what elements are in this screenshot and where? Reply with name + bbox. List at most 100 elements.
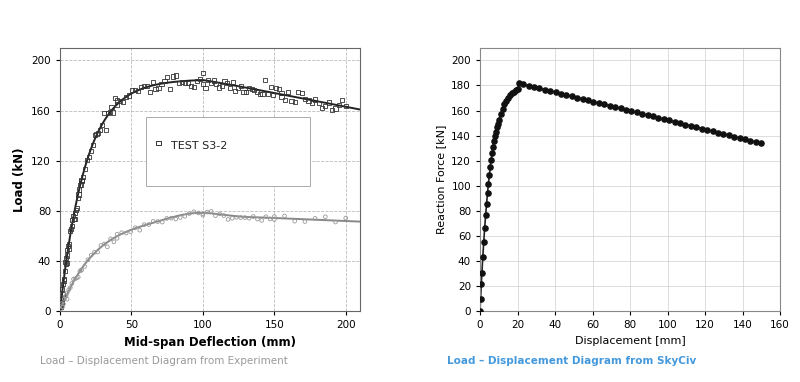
Point (185, 83, 198, 89)
Point (147, 218, 160, 224)
Point (55, 299, 68, 306)
Point (571, 95, 584, 101)
Point (614, 105, 627, 112)
Point (482, 181, 495, 187)
Point (187, 209, 200, 215)
Point (170, 73, 182, 79)
Point (140, 83, 153, 89)
Point (256, 91, 269, 97)
Point (114, 98, 126, 104)
Point (695, 125, 708, 131)
Point (161, 74, 174, 81)
Point (755, 140, 768, 146)
Point (288, 218, 301, 224)
Point (55, 296, 68, 302)
Point (221, 80, 234, 86)
Point (278, 213, 291, 219)
Point (134, 227, 146, 233)
Point (92, 129, 105, 136)
Point (131, 87, 144, 94)
Point (178, 80, 191, 86)
Point (234, 215, 247, 221)
Point (55, 300, 68, 306)
Point (210, 81, 223, 87)
Point (246, 86, 258, 92)
Point (255, 217, 268, 223)
Point (73, 186, 86, 193)
Point (222, 216, 234, 222)
Y-axis label: Load (kN): Load (kN) (13, 147, 26, 212)
Point (544, 88, 557, 94)
Point (74, 268, 86, 274)
Point (75, 267, 88, 273)
Point (197, 81, 210, 87)
Point (126, 87, 138, 93)
Point (138, 222, 150, 228)
Point (138, 83, 150, 89)
Point (490, 124, 503, 130)
Point (209, 212, 222, 219)
Point (295, 90, 308, 96)
Point (57, 281, 70, 287)
Point (711, 129, 724, 136)
Point (538, 87, 551, 93)
Text: Load – Displacement Diagram from SkyCiv: Load – Displacement Diagram from SkyCiv (447, 356, 697, 366)
Point (619, 107, 632, 113)
Point (190, 78, 203, 84)
Point (146, 79, 159, 85)
Point (58, 268, 71, 274)
Point (58, 259, 71, 265)
Point (205, 208, 218, 214)
Point (71, 195, 84, 201)
Point (706, 128, 719, 134)
Point (59, 293, 72, 299)
Point (247, 214, 260, 220)
Point (142, 222, 155, 228)
Point (207, 78, 220, 84)
Point (94, 243, 107, 249)
Point (62, 243, 74, 249)
Point (250, 89, 263, 95)
Point (282, 89, 294, 95)
Point (110, 97, 123, 104)
Point (60, 292, 73, 298)
Point (104, 236, 117, 242)
Point (194, 76, 206, 82)
Point (155, 81, 168, 87)
Point (587, 99, 600, 105)
Point (478, 239, 490, 245)
Point (701, 127, 714, 133)
Point (554, 91, 567, 97)
Point (74, 181, 87, 188)
Point (226, 79, 239, 85)
Point (75, 267, 88, 273)
Point (62, 286, 75, 293)
X-axis label: Displacement [mm]: Displacement [mm] (574, 336, 686, 346)
Point (67, 215, 80, 222)
Point (61, 247, 74, 253)
Point (738, 136, 751, 142)
Point (685, 123, 698, 129)
Point (474, 308, 486, 314)
Point (238, 215, 251, 221)
Point (158, 78, 171, 84)
Point (479, 212, 492, 219)
Point (66, 280, 78, 286)
Point (475, 270, 488, 277)
Point (107, 239, 120, 245)
Point (549, 89, 562, 96)
Point (486, 150, 498, 156)
Point (264, 84, 277, 90)
Point (237, 89, 250, 96)
Point (75, 177, 88, 183)
Point (117, 99, 130, 105)
Point (230, 214, 243, 220)
Point (101, 244, 114, 250)
Point (107, 110, 120, 116)
Point (75, 178, 88, 184)
Point (197, 210, 210, 217)
Point (486, 144, 499, 150)
Point (129, 225, 142, 231)
Point (202, 77, 214, 83)
Point (734, 135, 746, 141)
